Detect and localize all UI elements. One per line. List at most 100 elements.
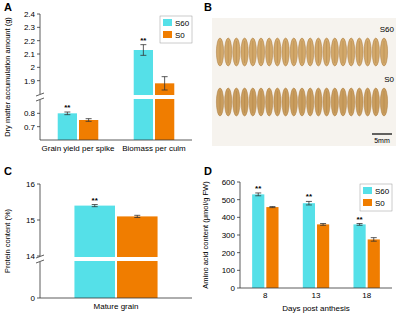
panel-label: C xyxy=(4,165,12,177)
legend-label: S0 xyxy=(375,199,385,208)
grain xyxy=(298,88,305,116)
grain-crease xyxy=(285,41,286,63)
legend-label: S0 xyxy=(175,31,185,40)
grain-crease xyxy=(343,91,344,113)
significance: ** xyxy=(140,36,147,45)
grain-crease xyxy=(367,41,368,63)
grain-crease xyxy=(228,91,229,113)
grain-crease xyxy=(252,41,253,63)
grain xyxy=(266,38,273,66)
grain-crease xyxy=(375,91,376,113)
y-axis-label: Dry matter accumulation amount (g) xyxy=(3,17,12,137)
grain xyxy=(307,38,314,66)
scale-label: 5mm xyxy=(374,137,390,144)
grain xyxy=(364,38,371,66)
grain xyxy=(356,88,363,116)
grain-crease xyxy=(244,41,245,63)
legend: S60S0 xyxy=(360,184,392,211)
grain xyxy=(372,38,379,66)
error-bar xyxy=(255,193,261,196)
bar xyxy=(79,120,98,140)
grain-crease xyxy=(244,91,245,113)
y-tick xyxy=(237,252,240,253)
grain xyxy=(216,38,223,66)
grain xyxy=(364,88,371,116)
legend-label: S60 xyxy=(175,19,190,28)
grain-crease xyxy=(384,91,385,113)
grain-crease xyxy=(310,91,311,113)
grain xyxy=(249,38,256,66)
legend-box xyxy=(160,16,192,43)
error-bar xyxy=(306,201,312,205)
y-tick-label: 0 xyxy=(31,294,36,303)
grain-crease xyxy=(334,41,335,63)
grain-crease xyxy=(367,91,368,113)
grain-crease xyxy=(302,41,303,63)
grain xyxy=(323,88,330,116)
grain-crease xyxy=(293,91,294,113)
grain xyxy=(298,38,305,66)
y-tick xyxy=(37,27,40,28)
grain-crease xyxy=(220,91,221,113)
grain-crease xyxy=(310,41,311,63)
significance: ** xyxy=(306,192,313,201)
y-tick xyxy=(237,235,240,236)
axis-break xyxy=(36,257,192,261)
background xyxy=(0,0,400,323)
x-axis xyxy=(40,298,192,299)
marks xyxy=(58,45,175,140)
error-bar xyxy=(134,215,140,217)
grain-crease xyxy=(269,41,270,63)
grain xyxy=(257,88,264,116)
grain-crease xyxy=(261,41,262,63)
grain-crease xyxy=(318,41,319,63)
grain xyxy=(241,88,248,116)
significance: ** xyxy=(92,196,99,205)
grain xyxy=(380,38,387,66)
grain xyxy=(225,88,232,116)
y-tick-label: 2 xyxy=(31,63,36,72)
grain xyxy=(282,38,289,66)
grain-crease xyxy=(343,41,344,63)
y-tick xyxy=(37,184,40,185)
grain-photo: BS60S05mm xyxy=(204,1,396,146)
bar xyxy=(368,239,380,288)
y-tick-label: 2.4 xyxy=(24,10,36,19)
grain-crease xyxy=(318,91,319,113)
y-tick xyxy=(37,126,40,127)
legend-swatch xyxy=(163,19,172,26)
y-axis-label: Amino acid content (μmol/g FW) xyxy=(201,181,210,289)
legend-label: S60 xyxy=(375,187,390,196)
grain-crease xyxy=(351,41,352,63)
bar xyxy=(74,206,115,298)
bar xyxy=(317,224,329,288)
y-tick-label: 15 xyxy=(26,216,35,225)
grain xyxy=(233,38,240,66)
grain xyxy=(290,38,297,66)
significance: ** xyxy=(64,103,71,112)
y-tick-label: 0.8 xyxy=(24,109,36,118)
y-tick-label: 200 xyxy=(222,249,236,258)
y-tick-label: 14 xyxy=(26,252,35,261)
error-bar xyxy=(140,45,146,56)
row-label: S60 xyxy=(380,25,395,34)
y-tick xyxy=(37,14,40,15)
grain xyxy=(233,88,240,116)
grain xyxy=(225,38,232,66)
error-bar xyxy=(357,224,363,226)
grain-crease xyxy=(359,91,360,113)
y-axis xyxy=(40,100,41,140)
grain xyxy=(356,38,363,66)
grain xyxy=(331,88,338,116)
y-tick-label: 0 xyxy=(231,284,236,293)
panel-label: B xyxy=(204,1,212,13)
legend-box xyxy=(360,184,392,211)
panel-label: A xyxy=(4,1,12,13)
y-tick xyxy=(237,270,240,271)
y-tick-label: 0.7 xyxy=(24,123,36,132)
category-label: 13 xyxy=(312,291,321,300)
bar xyxy=(303,203,315,288)
panel: D81318******0100200300400500600Amino aci… xyxy=(201,165,392,313)
grain-crease xyxy=(277,41,278,63)
axis-break-mark xyxy=(36,93,44,101)
